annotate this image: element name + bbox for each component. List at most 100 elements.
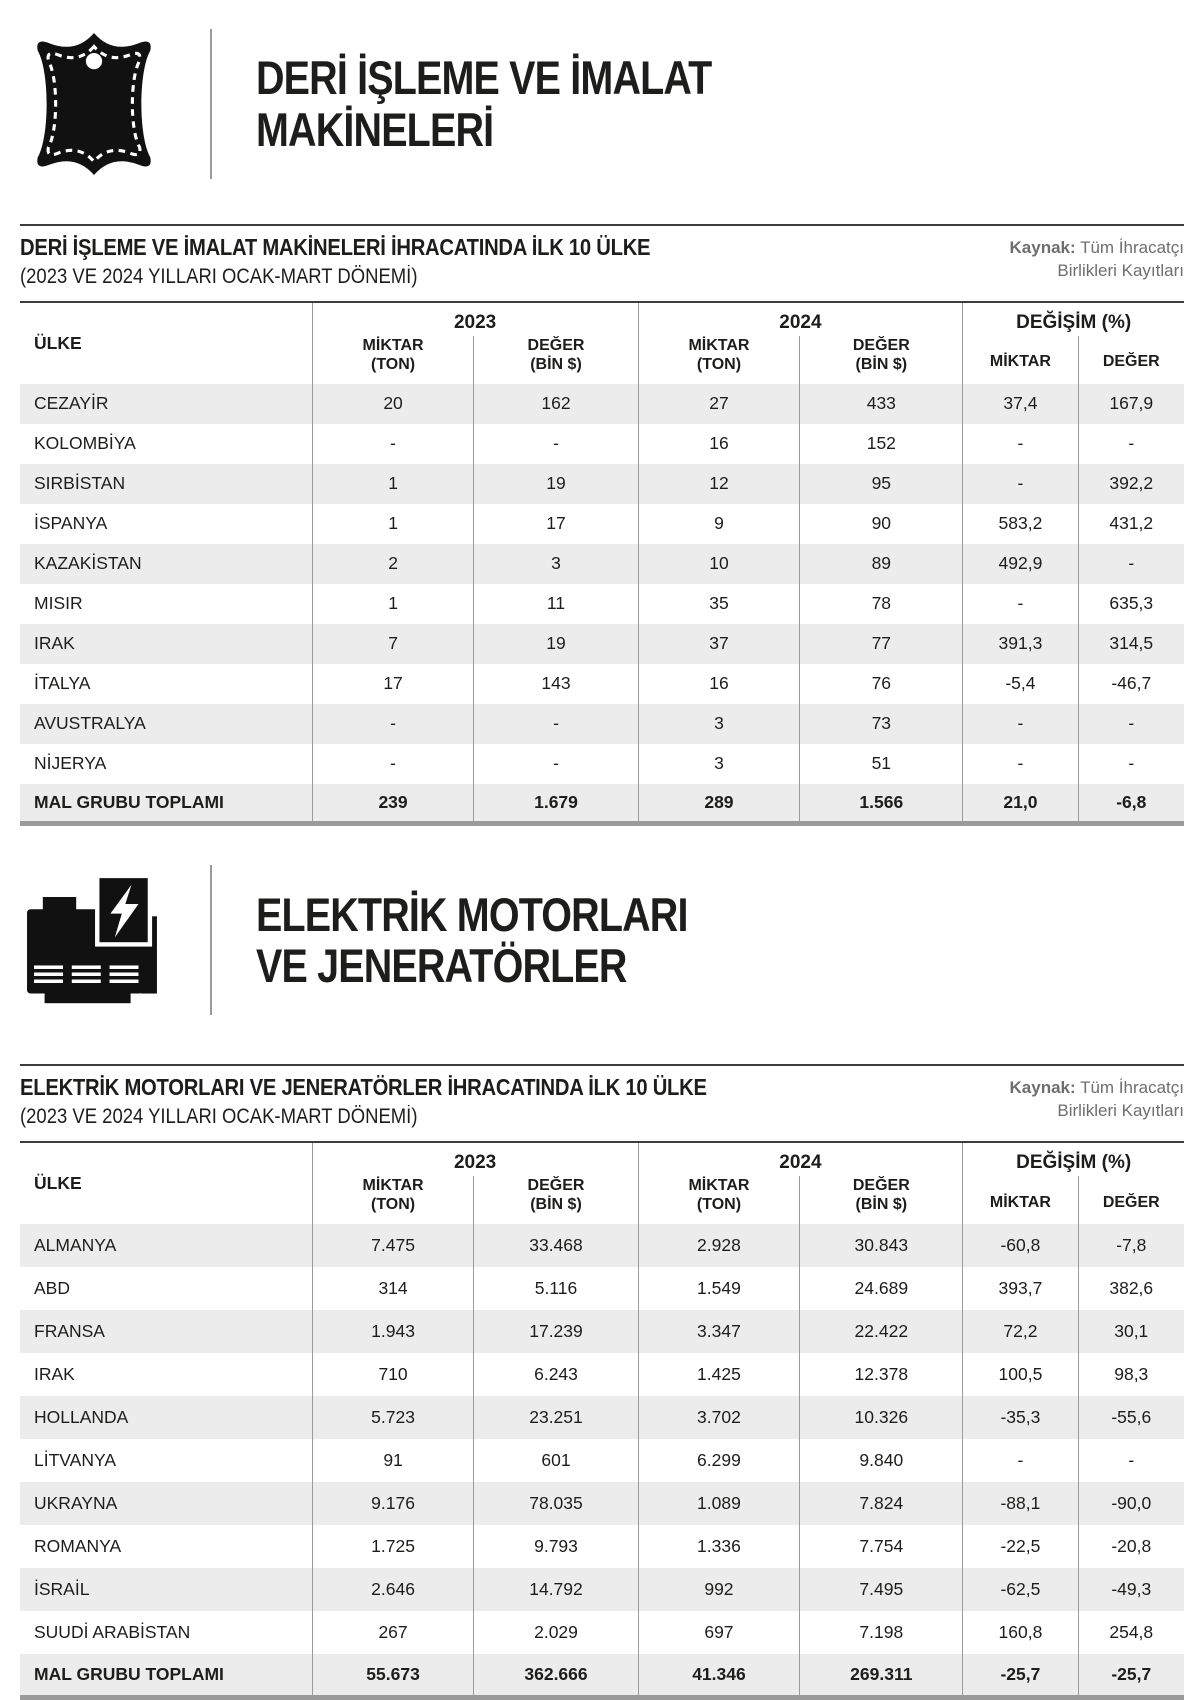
col-group-2024: 2024 <box>637 1142 963 1177</box>
value-cell: - <box>962 423 1079 464</box>
total-row: MAL GRUBU TOPLAMI 239 1.679 289 1.566 21… <box>20 783 1184 824</box>
value-cell: 20 <box>311 383 474 424</box>
value-cell: 78 <box>799 583 963 624</box>
export-table-generator: ÜLKE 2023 2024 DEĞİŞİM (%) MİKTAR (TON) … <box>20 1141 1184 1700</box>
country-cell: NİJERYA <box>34 753 107 774</box>
table-row: İTALYA 17 143 16 76 -5,4 -46,7 <box>20 663 1184 704</box>
col-header-deger-bin: DEĞER (BİN $) <box>799 336 963 384</box>
value-cell: 2.928 <box>637 1224 800 1267</box>
value-cell: - <box>962 583 1079 624</box>
value-cell: 1.549 <box>637 1267 800 1310</box>
table-row: KAZAKİSTAN 2 3 10 89 492,9- <box>20 543 1184 584</box>
value-cell: - <box>962 463 1079 504</box>
value-cell: 392,2 <box>1077 463 1184 504</box>
value-cell: 697 <box>637 1611 800 1654</box>
value-cell: 35 <box>637 583 800 624</box>
value-cell: - <box>1077 703 1184 744</box>
country-cell: İTALYA <box>34 673 91 694</box>
country-cell: AVUSTRALYA <box>34 713 146 734</box>
section-header-generator: ELEKTRİK MOTORLARI VE JENERATÖRLER <box>20 864 1184 1016</box>
total-value: -6,8 <box>1077 783 1184 824</box>
value-cell: 51 <box>799 743 963 784</box>
section-header-divider <box>210 865 212 1016</box>
value-cell: 2.646 <box>311 1568 474 1611</box>
table-row: İSRAİL 2.646 14.792 992 7.495 -62,5 -49,3 <box>20 1568 1184 1611</box>
source-label: Kaynak: <box>1009 238 1076 257</box>
value-cell: - <box>1077 1439 1184 1482</box>
value-cell: 7 <box>311 623 474 664</box>
value-cell: 1.336 <box>637 1525 800 1568</box>
col-unit: (BİN $) <box>855 1196 908 1214</box>
value-cell: 27 <box>637 383 800 424</box>
value-cell: 1.943 <box>311 1310 474 1353</box>
col-group-2024: 2024 <box>637 302 963 336</box>
value-cell: 635,3 <box>1077 583 1184 624</box>
country-cell: IRAK <box>34 1364 75 1384</box>
value-cell: 167,9 <box>1077 383 1184 424</box>
col-header-change-miktar: MİKTAR <box>962 336 1079 384</box>
value-cell: 3 <box>637 743 800 784</box>
col-unit: (BİN $) <box>530 1196 582 1214</box>
country-cell: FRANSA <box>34 1321 105 1341</box>
total-label: MAL GRUBU TOPLAMI <box>34 1663 224 1684</box>
value-cell: 143 <box>473 663 639 704</box>
country-cell: UKRAYNA <box>34 1493 118 1513</box>
col-group-2023: 2023 <box>311 302 639 336</box>
col-unit: (BİN $) <box>855 355 908 373</box>
value-cell: -62,5 <box>962 1568 1079 1611</box>
value-cell: 6.243 <box>473 1353 639 1396</box>
table-row: ABD 314 5.116 1.549 24.689 393,7 382,6 <box>20 1267 1184 1310</box>
section-title-leather: DERİ İŞLEME VE İMALAT MAKİNELERİ <box>256 52 712 155</box>
source-text: Tüm İhracatçı <box>1080 238 1184 257</box>
value-cell: 267 <box>311 1611 474 1654</box>
source-label: Kaynak: <box>1009 1078 1076 1098</box>
value-cell: 90 <box>799 503 963 544</box>
col-header-change-deger: DEĞER <box>1077 336 1184 384</box>
col-header-miktar-ton: MİKTAR (TON) <box>637 1176 800 1224</box>
value-cell: 11 <box>473 583 639 624</box>
source-line1: Kaynak: Tüm İhracatçı <box>1010 237 1184 260</box>
total-value: 41.346 <box>637 1654 800 1697</box>
value-cell: 33.468 <box>473 1224 639 1267</box>
export-table-leather: ÜLKE 2023 2024 DEĞİŞİM (%) MİKTAR (TON) … <box>20 301 1184 827</box>
value-cell: 98,3 <box>1077 1353 1184 1396</box>
value-cell: 5.116 <box>473 1267 639 1310</box>
country-cell: ALMANYA <box>34 1235 117 1255</box>
source-line2: Birlikleri Kayıtları <box>1057 260 1184 280</box>
table-row: LİTVANYA 91 601 6.299 9.840- - <box>20 1439 1184 1482</box>
col-header-deger-bin: DEĞER (BİN $) <box>473 336 639 384</box>
value-cell: - <box>311 423 474 464</box>
source-note: Kaynak: Tüm İhracatçı Birlikleri Kayıtla… <box>1010 234 1184 283</box>
value-cell: - <box>473 423 639 464</box>
value-cell: 12 <box>637 463 800 504</box>
total-value: 55.673 <box>311 1654 474 1697</box>
value-cell: -46,7 <box>1077 663 1184 704</box>
value-cell: 3.702 <box>637 1396 800 1439</box>
country-cell: MISIR <box>34 593 83 614</box>
value-cell: -90,0 <box>1077 1482 1184 1525</box>
value-cell: 37 <box>637 623 800 664</box>
section-title-line2: VE JENERATÖRLER <box>256 939 627 993</box>
value-cell: -35,3 <box>962 1396 1079 1439</box>
country-cell: İSPANYA <box>34 513 108 534</box>
value-cell: 77 <box>799 623 963 664</box>
table-title-block: DERİ İŞLEME VE İMALAT MAKİNELERİ İHRACAT… <box>20 226 1184 301</box>
table-row: SUUDİ ARABİSTAN 267 2.029 697 7.198 160,8 254,… <box>20 1611 1184 1654</box>
value-cell: - <box>311 703 474 744</box>
value-cell: 9 <box>637 503 800 544</box>
col-group-2023: 2023 <box>311 1142 639 1177</box>
value-cell: 9.793 <box>473 1525 639 1568</box>
value-cell: 152 <box>799 423 963 464</box>
country-cell: KAZAKİSTAN <box>34 553 142 574</box>
value-cell: 2.029 <box>473 1611 639 1654</box>
horizontal-rule <box>20 224 1184 226</box>
col-unit: (TON) <box>370 1196 416 1214</box>
value-cell: 14.792 <box>473 1568 639 1611</box>
value-cell: 431,2 <box>1077 503 1184 544</box>
value-cell: 16 <box>637 663 800 704</box>
value-cell: 10.326 <box>799 1396 963 1439</box>
source-text: Tüm İhracatçı <box>1080 1078 1184 1098</box>
col-label: DEĞER <box>852 337 910 354</box>
table-row: ROMANYA 1.725 9.793 1.336 7.754 -22,5 -20,8 <box>20 1525 1184 1568</box>
value-cell: 7.198 <box>799 1611 963 1654</box>
